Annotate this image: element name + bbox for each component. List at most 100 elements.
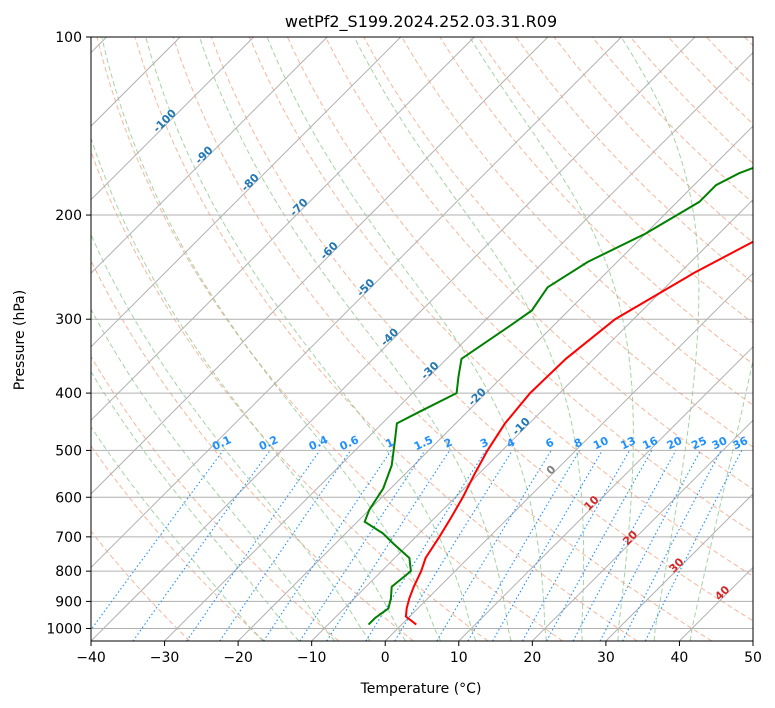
mixing-ratio-line (644, 450, 743, 641)
isotherm-line (237, 125, 753, 641)
isotherm-line (679, 566, 753, 641)
x-tick-label: −30 (150, 650, 180, 666)
isotherm-label: -60 (318, 239, 341, 262)
mixing-ratio-label: 30 (710, 434, 730, 452)
moist-adiabat (91, 308, 336, 641)
moist-adiabat (689, 358, 753, 641)
mixing-ratio-line (299, 450, 426, 641)
dewpoint-profile-line (363, 166, 753, 626)
dry-adiabat (248, 37, 753, 577)
isotherm-line (91, 37, 696, 641)
moist-adiabat (469, 37, 634, 641)
y-tick-label: 800 (55, 564, 82, 580)
x-tick-label: 0 (381, 650, 390, 666)
isotherm-label: -10 (510, 415, 533, 438)
moist-adiabat (199, 37, 512, 641)
mixing-ratio-label: 16 (641, 434, 661, 452)
dry-adiabat (744, 37, 753, 47)
y-tick-label: 600 (55, 490, 82, 506)
x-tick-label: −40 (76, 650, 106, 666)
isotherm-line (91, 37, 622, 569)
dry-adiabat (477, 37, 753, 324)
chart-title: wetPf2_S199.2024.252.03.31.R09 (285, 12, 557, 32)
mixing-ratio-label: 20 (665, 434, 685, 452)
dry-adiabat (91, 355, 340, 641)
dry-adiabat (91, 530, 191, 641)
isotherm-line (311, 198, 753, 641)
dry-adiabat (706, 37, 753, 86)
mixing-ratio-label: 25 (689, 434, 708, 452)
y-tick-label: 100 (55, 30, 82, 46)
warm-isotherm-label: 30 (667, 555, 687, 575)
isotherm-label: -100 (150, 106, 179, 135)
moist-adiabat (91, 426, 264, 641)
y-tick-label: 400 (55, 386, 82, 402)
x-tick-label: 30 (597, 650, 615, 666)
isotherm-label: -20 (466, 385, 489, 408)
isotherm-label: -40 (378, 325, 401, 348)
x-tick-label: −10 (297, 650, 327, 666)
y-tick-label: 1000 (46, 621, 82, 637)
mixing-ratio-line (599, 450, 702, 641)
x-tick-label: 50 (744, 650, 762, 666)
dry-adiabat (96, 37, 563, 641)
mixing-ratio-line (219, 450, 352, 641)
profile-lines (363, 166, 753, 626)
mixing-ratio-line (394, 450, 513, 641)
dry-adiabat (515, 37, 753, 284)
dry-adiabat (134, 37, 638, 641)
isotherm-line (91, 37, 475, 422)
mixing-ratio-label: 13 (618, 434, 637, 452)
dry-adiabat (325, 37, 753, 490)
mixing-ratio-line (522, 450, 631, 641)
mixing-ratio-label: 36 (731, 434, 751, 452)
isotherm-line (531, 419, 753, 641)
moist-adiabat (91, 233, 371, 641)
y-tick-label: 700 (55, 530, 82, 546)
dry-adiabat (172, 37, 713, 641)
moist-adiabat (101, 37, 442, 641)
dry-adiabat (591, 37, 753, 204)
isotherm-line (384, 272, 753, 641)
moist-adiabat (266, 37, 547, 641)
mixing-ratio-label: 6 (543, 436, 556, 451)
y-tick-label: 300 (55, 312, 82, 328)
dry-adiabat (553, 37, 753, 244)
x-axis-title: Temperature (°C) (360, 681, 482, 697)
x-tick-label: 10 (450, 650, 468, 666)
x-tick-label: 20 (523, 650, 541, 666)
isotherm-line (91, 37, 402, 348)
moist-adiabat (620, 37, 700, 641)
mixing-ratio-label: 4 (505, 436, 518, 451)
mixing-ratio-line (186, 450, 321, 641)
moist-adiabat (91, 370, 300, 641)
mixing-ratio-label: 2 (442, 436, 454, 451)
plot-frame (90, 36, 754, 642)
isotherm-line (458, 346, 753, 641)
warm-isotherm-label: 40 (712, 583, 732, 603)
warm-isotherm-label: 10 (582, 493, 602, 513)
y-tick-label: 500 (55, 443, 82, 459)
mixing-ratio-line (546, 450, 653, 641)
temperature-profile-line (404, 240, 753, 626)
isotherm-line (605, 493, 753, 641)
mixing-ratio-label: 10 (591, 434, 611, 452)
mixing-ratio-line (622, 450, 722, 641)
moist-adiabat (145, 37, 477, 641)
isotherm-line (752, 640, 753, 641)
dry-adiabat (210, 37, 753, 622)
mixing-ratio-line (263, 450, 392, 641)
background-lines (91, 37, 753, 641)
dry-adiabat (363, 37, 753, 448)
dry-adiabat (91, 150, 489, 641)
x-tick-label: −20 (223, 650, 253, 666)
mixing-ratio-line (436, 450, 552, 641)
mixing-ratio-line (572, 450, 677, 641)
y-tick-label: 900 (55, 594, 82, 610)
mixing-ratio-line (132, 450, 271, 641)
isotherm-line (91, 37, 549, 495)
isotherm-line (91, 37, 255, 201)
isotherm-line (164, 51, 753, 641)
x-tick-label: 40 (671, 650, 689, 666)
